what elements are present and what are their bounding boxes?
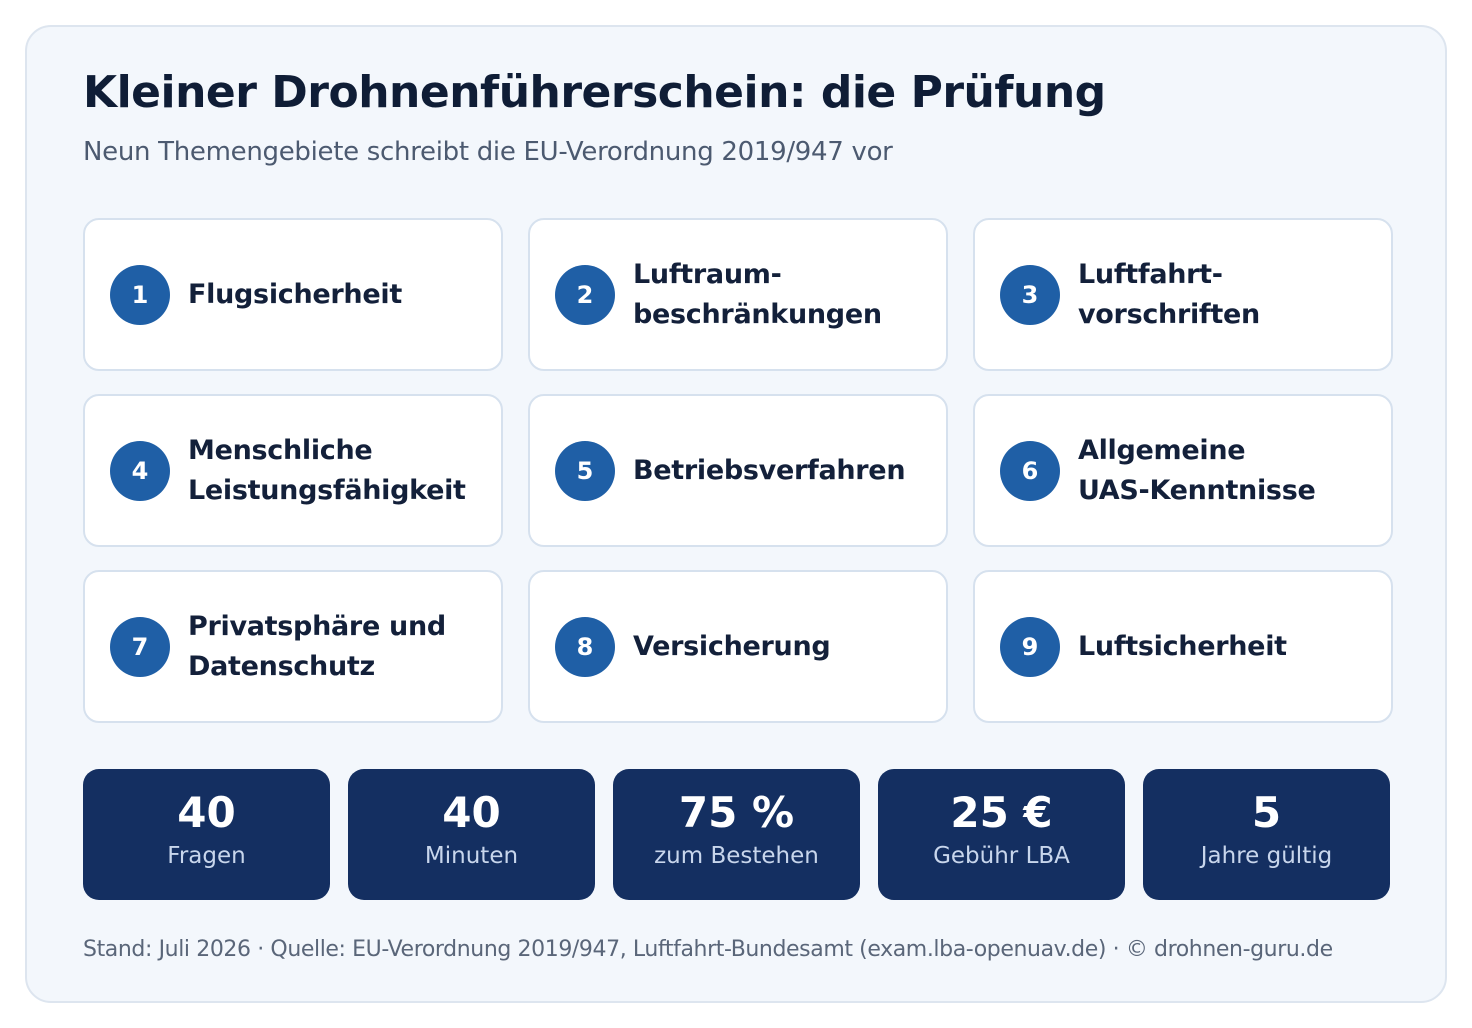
topic-card-5: 5 Betriebsverfahren — [528, 394, 948, 547]
source-footer: Stand: Juli 2026 · Quelle: EU-Verordnung… — [83, 937, 1333, 962]
stat-minutes: 40 Minuten — [348, 769, 595, 900]
topic-label: Luftfahrt- vorschriften — [1078, 255, 1260, 335]
stat-validity: 5 Jahre gültig — [1143, 769, 1390, 900]
topic-label-line: Allgemeine — [1078, 434, 1246, 466]
topic-label: Luftsicherheit — [1078, 627, 1287, 667]
topic-label-line: Betriebsverfahren — [633, 454, 906, 486]
topic-label: Versicherung — [633, 627, 831, 667]
topic-label-line: Menschliche — [188, 434, 373, 466]
topic-number-badge: 9 — [1000, 616, 1060, 677]
topics-grid: 1 Flugsicherheit 2 Luftraum- beschränkun… — [83, 218, 1393, 723]
stat-label: Minuten — [424, 843, 519, 869]
topic-number-badge: 4 — [110, 440, 170, 501]
topic-number-badge: 5 — [555, 440, 615, 501]
stat-pass-rate: 75 % zum Bestehen — [613, 769, 860, 900]
topic-label-line: Luftraum- — [633, 258, 782, 290]
topic-label: Menschliche Leistungsfähigkeit — [188, 431, 466, 511]
topic-label: Privatsphäre und Datenschutz — [188, 607, 446, 687]
topic-label-line: Privatsphäre und — [188, 610, 446, 642]
topic-label-line: Versicherung — [633, 630, 831, 662]
page-title: Kleiner Drohnenführerschein: die Prüfung — [83, 67, 1106, 118]
exam-stats-row: 40 Fragen 40 Minuten 75 % zum Bestehen 2… — [83, 769, 1390, 900]
stat-value: 40 — [177, 788, 236, 837]
topic-label: Flugsicherheit — [188, 275, 402, 315]
topic-label-line: Leistungsfähigkeit — [188, 474, 466, 506]
topic-number-badge: 8 — [555, 616, 615, 677]
stat-questions: 40 Fragen — [83, 769, 330, 900]
topic-number-badge: 1 — [110, 264, 170, 325]
topic-label-line: Datenschutz — [188, 650, 375, 682]
topic-card-3: 3 Luftfahrt- vorschriften — [973, 218, 1393, 371]
topic-card-8: 8 Versicherung — [528, 570, 948, 723]
stat-label: Gebühr LBA — [933, 843, 1070, 869]
topic-card-6: 6 Allgemeine UAS-Kenntnisse — [973, 394, 1393, 547]
topic-label-line: vorschriften — [1078, 298, 1260, 330]
infographic-card: Kleiner Drohnenführerschein: die Prüfung… — [25, 25, 1447, 1003]
stat-value: 25 € — [950, 788, 1053, 837]
stat-fee: 25 € Gebühr LBA — [878, 769, 1125, 900]
stat-value: 75 % — [678, 788, 795, 837]
topic-label-line: UAS-Kenntnisse — [1078, 474, 1316, 506]
topic-card-4: 4 Menschliche Leistungsfähigkeit — [83, 394, 503, 547]
topic-number-badge: 6 — [1000, 440, 1060, 501]
topic-label-line: Luftsicherheit — [1078, 630, 1287, 662]
stat-label: Fragen — [167, 843, 246, 869]
topic-number-badge: 3 — [1000, 264, 1060, 325]
stat-label: zum Bestehen — [654, 843, 819, 869]
topic-label-line: Flugsicherheit — [188, 278, 402, 310]
topic-card-2: 2 Luftraum- beschränkungen — [528, 218, 948, 371]
topic-label: Allgemeine UAS-Kenntnisse — [1078, 431, 1316, 511]
topic-number-badge: 7 — [110, 616, 170, 677]
stat-label: Jahre gültig — [1200, 843, 1333, 869]
topic-label-line: beschränkungen — [633, 298, 882, 330]
topic-number-badge: 2 — [555, 264, 615, 325]
topic-card-9: 9 Luftsicherheit — [973, 570, 1393, 723]
page-subtitle: Neun Themengebiete schreibt die EU-Veror… — [83, 137, 893, 167]
topic-card-7: 7 Privatsphäre und Datenschutz — [83, 570, 503, 723]
stat-value: 5 — [1251, 788, 1282, 837]
topic-card-1: 1 Flugsicherheit — [83, 218, 503, 371]
stat-value: 40 — [442, 788, 501, 837]
topic-label-line: Luftfahrt- — [1078, 258, 1223, 290]
topic-label: Luftraum- beschränkungen — [633, 255, 882, 335]
topic-label: Betriebsverfahren — [633, 451, 906, 491]
